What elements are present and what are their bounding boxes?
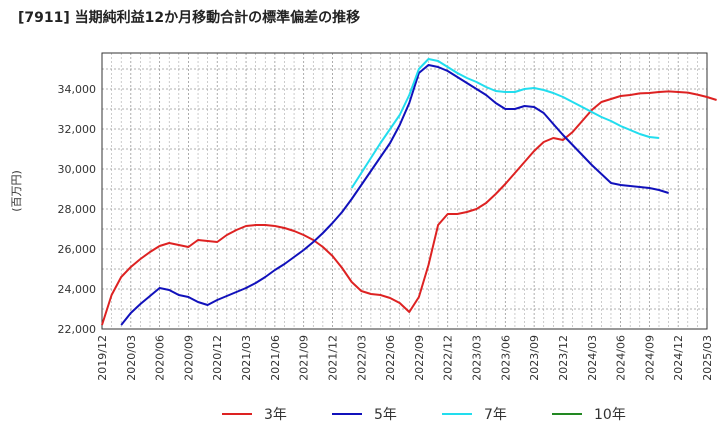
legend-label: 10年 [594, 407, 626, 423]
legend-label: 3年 [264, 407, 287, 423]
y-tick-label: 26,000 [58, 243, 97, 256]
x-tick-label: 2023/03 [471, 335, 484, 381]
x-tick-label: 2020/03 [125, 335, 138, 381]
y-tick-label: 28,000 [58, 203, 97, 216]
x-tick-label: 2020/06 [154, 335, 167, 381]
y-tick-label: 22,000 [58, 323, 97, 336]
series-line-7年 [350, 58, 660, 189]
x-tick-label: 2022/03 [355, 335, 368, 381]
legend-label: 5年 [374, 407, 397, 423]
x-tick-label: 2024/09 [643, 335, 656, 381]
x-tick-label: 2023/12 [557, 335, 570, 381]
y-tick-label: 32,000 [58, 123, 97, 136]
legend-label: 7年 [484, 407, 507, 423]
y-tick-label: 24,000 [58, 283, 97, 296]
x-tick-label: 2024/03 [586, 335, 599, 381]
series-line-5年 [120, 64, 669, 326]
y-axis-ticks: 22,000 24,000 26,000 28,000 30,000 32,000 34,0… [58, 83, 97, 336]
x-tick-label: 2019/12 [96, 335, 109, 381]
x-tick-label: 2020/09 [182, 335, 195, 381]
x-axis-ticks: 2019/12 2020/03 2020/06 2020/09 2020/12 2021/… [96, 335, 714, 381]
x-tick-label: 2021/12 [326, 335, 339, 381]
x-tick-label: 2022/12 [442, 335, 455, 381]
grid [101, 53, 708, 330]
plot-frame [101, 52, 708, 330]
y-axis-label: (百万円) [10, 170, 23, 212]
x-tick-label: 2023/06 [499, 335, 512, 381]
x-tick-label: 2025/03 [701, 335, 714, 381]
x-tick-label: 2023/09 [528, 335, 541, 381]
y-tick-label: 30,000 [58, 163, 97, 176]
y-tick-label: 34,000 [58, 83, 97, 96]
x-tick-label: 2022/09 [413, 335, 426, 381]
series-line-3年 [101, 90, 717, 326]
x-tick-label: 2024/12 [672, 335, 685, 381]
chart-title: [7911] 当期純利益12か月移動合計の標準偏差の推移 [18, 9, 360, 26]
x-tick-label: 2022/06 [384, 335, 397, 381]
legend: 3年 5年 7年 10年 [222, 407, 626, 423]
x-tick-label: 2021/06 [269, 335, 282, 381]
series-lines [101, 58, 717, 326]
x-tick-label: 2021/09 [298, 335, 311, 381]
x-tick-label: 2021/03 [240, 335, 253, 381]
x-tick-label: 2020/12 [211, 335, 224, 381]
x-tick-label: 2024/06 [615, 335, 628, 381]
